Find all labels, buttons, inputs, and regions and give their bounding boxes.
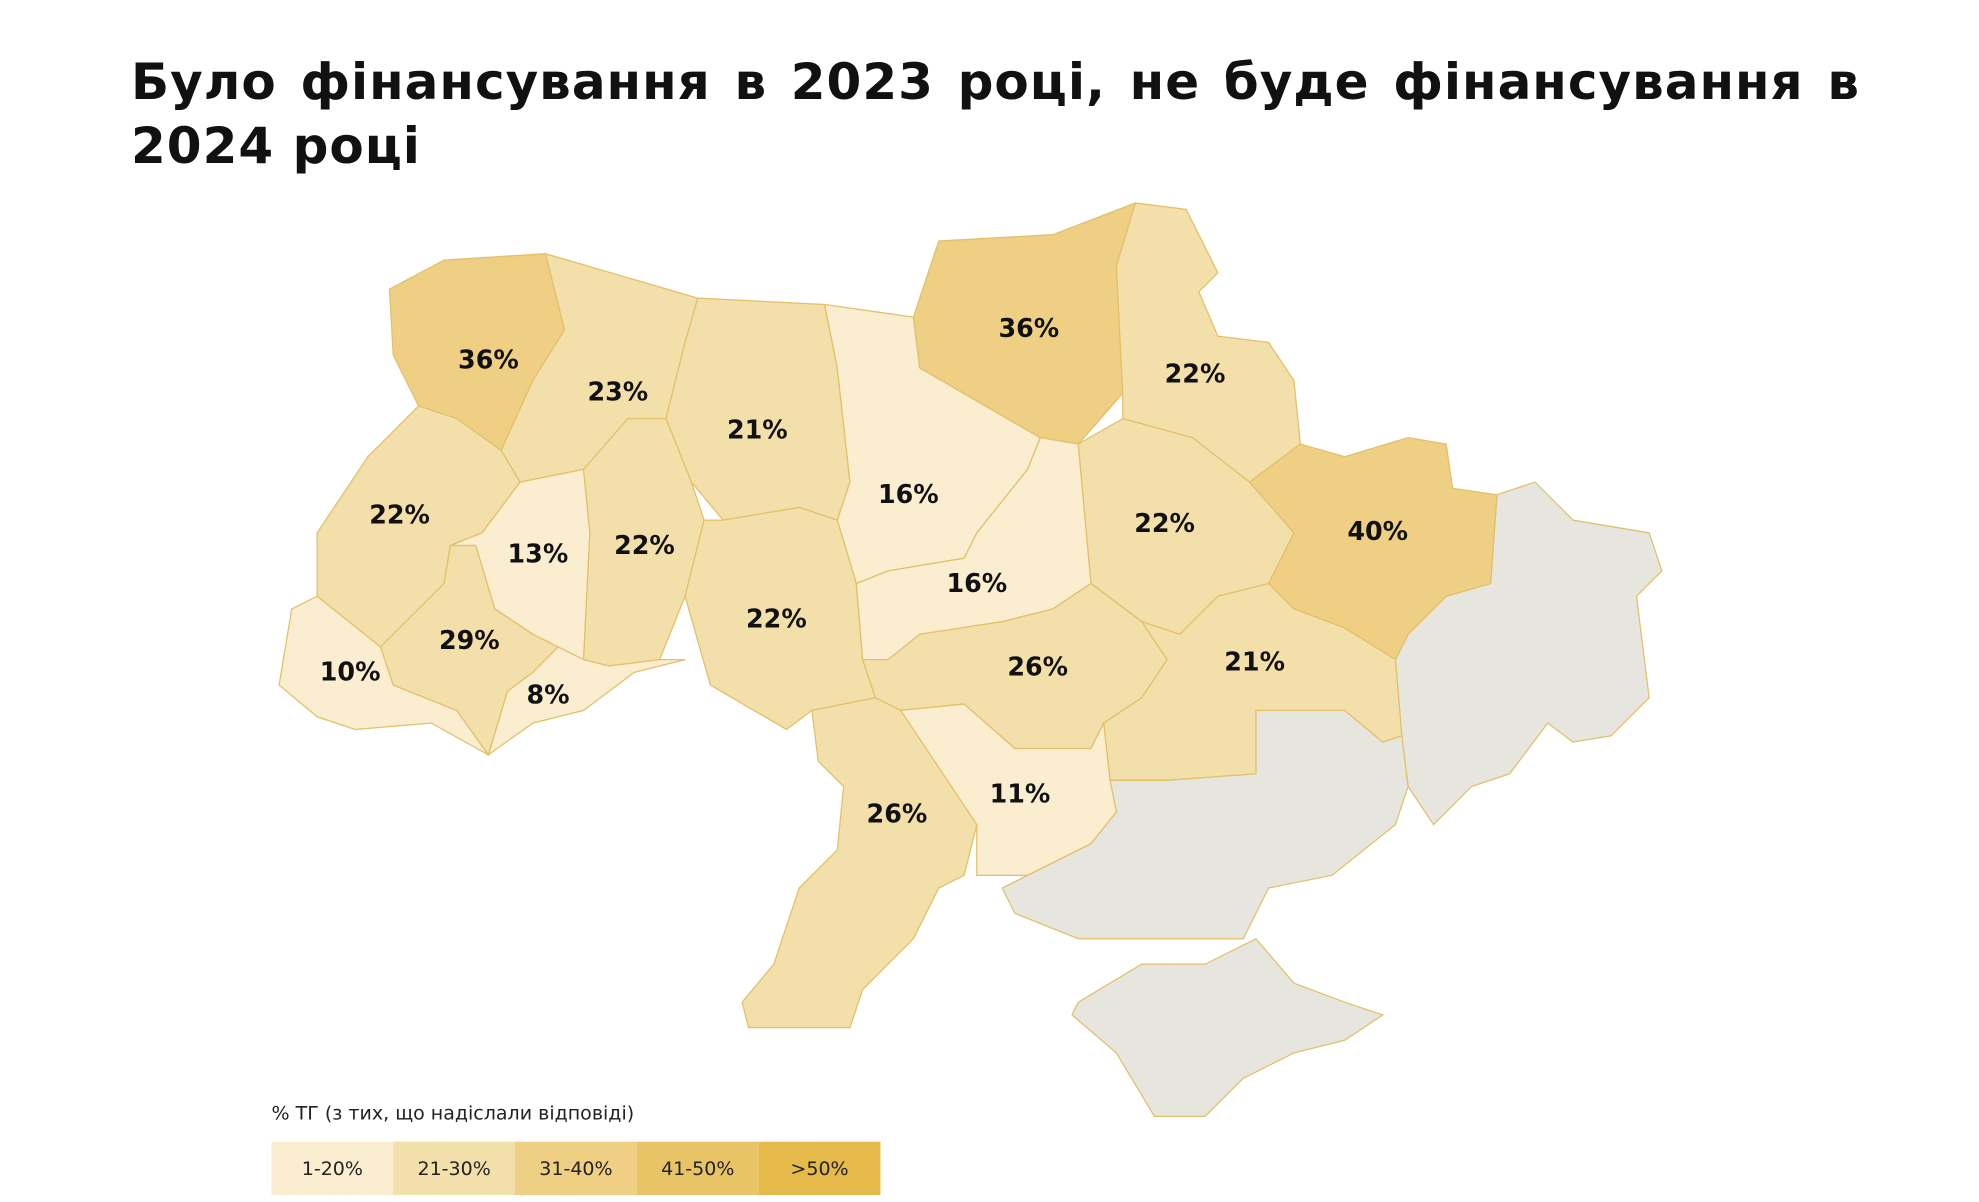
- legend-title: % ТГ (з тих, що надіслали відповіді): [271, 1102, 634, 1124]
- region-label: 36%: [998, 313, 1059, 343]
- region-label: 11%: [990, 778, 1051, 808]
- region-label: 36%: [458, 345, 519, 375]
- region-label: 21%: [727, 414, 788, 444]
- region-label: 16%: [878, 479, 939, 509]
- region-label: 22%: [1134, 508, 1195, 538]
- region-label: 22%: [369, 499, 430, 529]
- region: [899, 703, 1118, 876]
- legend-swatch: [758, 1141, 881, 1196]
- legend-label: >50%: [790, 1158, 848, 1180]
- region-label: 22%: [746, 603, 807, 633]
- region-label: 10%: [320, 657, 381, 687]
- region-label: 21%: [1224, 646, 1285, 676]
- legend-label: 21-30%: [417, 1158, 490, 1180]
- legend-swatch: [636, 1141, 759, 1196]
- occupied-area: [1071, 937, 1385, 1118]
- map-title: Було фінансування в 2023 році, не буде ф…: [131, 53, 1860, 175]
- region-label: 8%: [527, 679, 570, 709]
- legend-label: 31-40%: [539, 1158, 612, 1180]
- map-body: 36% 23% 21% 16% 36% 22% 22% 13% 22% 22% 16% 22% 40% 1…: [271, 201, 1663, 1196]
- legend-label: 41-50%: [661, 1158, 734, 1180]
- legend-label: 1-20%: [302, 1158, 363, 1180]
- region: [1115, 202, 1301, 483]
- region-label: 40%: [1347, 516, 1408, 546]
- region-label: 26%: [867, 799, 928, 829]
- region-label: 26%: [1007, 652, 1068, 682]
- legend-swatch: [271, 1141, 394, 1196]
- region: [487, 646, 686, 757]
- region-label: 29%: [439, 625, 500, 655]
- region: [1103, 582, 1403, 781]
- legend-swatch: [393, 1141, 516, 1196]
- region-label: 22%: [1165, 359, 1226, 389]
- region-label: 16%: [946, 568, 1007, 598]
- legend-swatch: [515, 1141, 637, 1196]
- region-label: 13%: [508, 539, 569, 569]
- region-label: 23%: [587, 376, 648, 406]
- region-label: 22%: [614, 530, 675, 560]
